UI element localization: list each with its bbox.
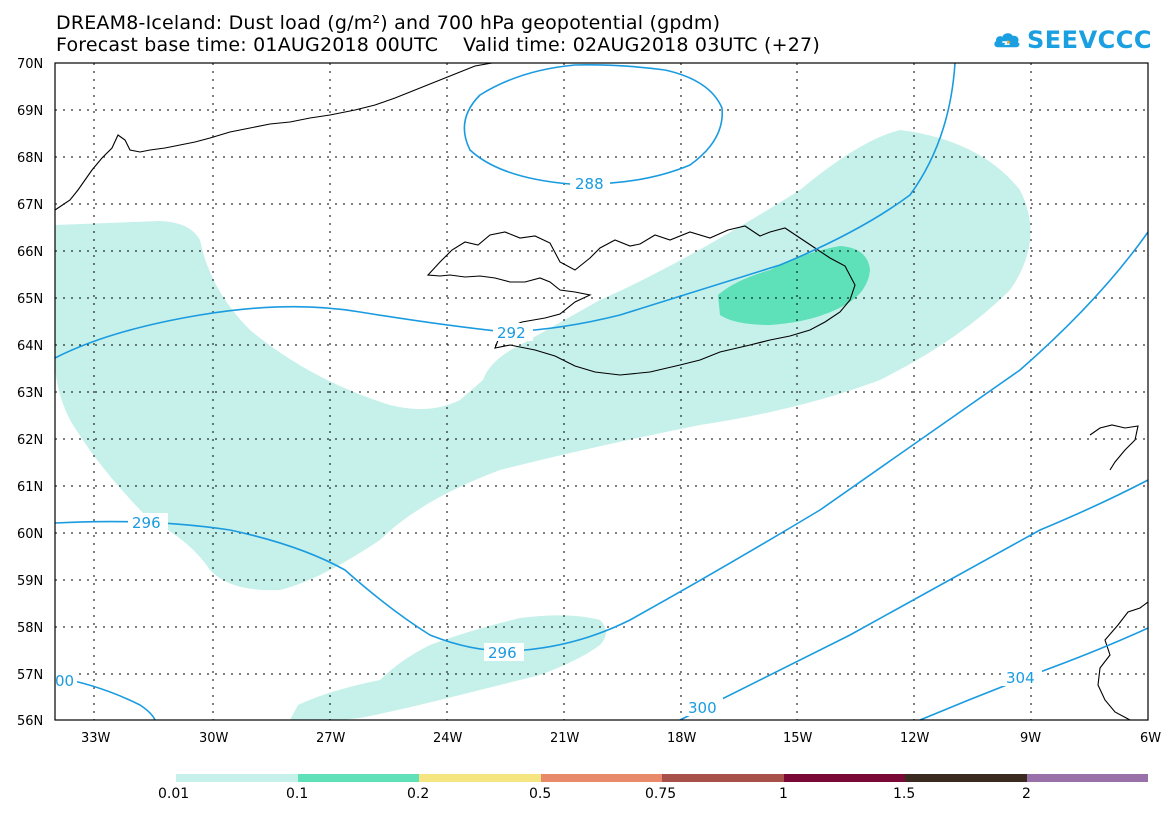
lon-label: 6W <box>1140 731 1161 746</box>
coastline-iceland <box>426 225 856 376</box>
colorbar-swatch <box>1027 774 1148 782</box>
lat-label: 57N <box>17 668 43 683</box>
forecast-time-subtitle: Forecast base time: 01AUG2018 00UTC Vali… <box>56 34 820 56</box>
contour-label-296-south: 296 <box>488 644 517 662</box>
colorbar-label: 1.5 <box>893 786 915 802</box>
colorbar-swatch <box>784 774 905 782</box>
lon-label: 27W <box>316 731 346 746</box>
lon-label: 30W <box>199 731 229 746</box>
contour-label-300: 300 <box>688 699 717 717</box>
latitude-labels: 70N 69N 68N 67N 66N 65N 64N 63N 62N 61N … <box>17 57 43 729</box>
colorbar-swatch <box>662 774 784 782</box>
lat-label: 56N <box>17 714 43 729</box>
geopotential-contours <box>54 62 1149 721</box>
longitude-labels: 33W 30W 27W 24W 21W 18W 15W 12W 9W 6W <box>81 731 1161 746</box>
lon-label: 15W <box>783 731 813 746</box>
dust-load-area-0.01-south <box>290 615 606 720</box>
contour-300 <box>679 479 1149 721</box>
colorbar: 0.01 0.1 0.2 0.5 0.75 1 1.5 2 <box>158 774 1148 802</box>
colorbar-label: 0.5 <box>529 786 551 802</box>
colorbar-swatch <box>298 774 419 782</box>
seevccc-logo: SEEVCCC <box>992 18 1152 62</box>
lat-label: 66N <box>17 245 43 260</box>
lat-label: 62N <box>17 433 43 448</box>
coastline-scotland <box>1097 601 1149 721</box>
colorbar-swatch <box>541 774 662 782</box>
contour-label-partial: 00 <box>55 672 74 690</box>
coastline-greenland <box>54 62 493 211</box>
colorbar-label: 2 <box>1022 786 1031 802</box>
contour-288 <box>463 64 723 185</box>
lon-label: 21W <box>550 731 580 746</box>
contour-296 <box>54 231 1149 652</box>
lat-label: 69N <box>17 104 43 119</box>
lat-label: 59N <box>17 574 43 589</box>
lon-label: 9W <box>1020 731 1041 746</box>
contour-292 <box>54 62 956 359</box>
colorbar-label: 1 <box>779 786 788 802</box>
lon-label: 12W <box>900 731 930 746</box>
contour-label-292: 292 <box>497 324 526 342</box>
dust-load-area-0.1 <box>718 246 870 325</box>
colorbar-swatch <box>419 774 541 782</box>
graticule <box>55 63 1148 720</box>
colorbar-label: 0.01 <box>158 786 189 802</box>
map-title: DREAM8-Iceland: Dust load (g/m²) and 700… <box>56 12 721 34</box>
lon-label: 33W <box>81 731 111 746</box>
lat-label: 67N <box>17 198 43 213</box>
lat-label: 70N <box>17 57 43 72</box>
colorbar-swatch <box>905 774 1027 782</box>
colorbar-label: 0.2 <box>407 786 429 802</box>
lon-label: 18W <box>667 731 697 746</box>
cloud-icon <box>994 33 1020 48</box>
contour-300-west <box>54 676 156 721</box>
contour-label-296-west: 296 <box>132 514 161 532</box>
contour-labels: 288 292 296 296 300 304 00 <box>55 174 1042 717</box>
lat-label: 64N <box>17 339 43 354</box>
logo-wordmark: SEEVCCC <box>1027 26 1152 54</box>
colorbar-label: 0.75 <box>645 786 676 802</box>
colorbar-swatch <box>176 774 298 782</box>
dust-load-area-0.01 <box>55 130 1031 591</box>
lat-label: 61N <box>17 480 43 495</box>
map-frame <box>54 62 1149 721</box>
contour-label-304: 304 <box>1006 669 1035 687</box>
contour-label-288: 288 <box>575 175 604 193</box>
lat-label: 65N <box>17 292 43 307</box>
lat-label: 58N <box>17 621 43 636</box>
lat-label: 63N <box>17 386 43 401</box>
coastline-faroe <box>1089 424 1139 471</box>
coastlines <box>54 62 1149 721</box>
lat-label: 68N <box>17 151 43 166</box>
lon-label: 24W <box>433 731 463 746</box>
lat-label: 60N <box>17 527 43 542</box>
colorbar-label: 0.1 <box>286 786 308 802</box>
